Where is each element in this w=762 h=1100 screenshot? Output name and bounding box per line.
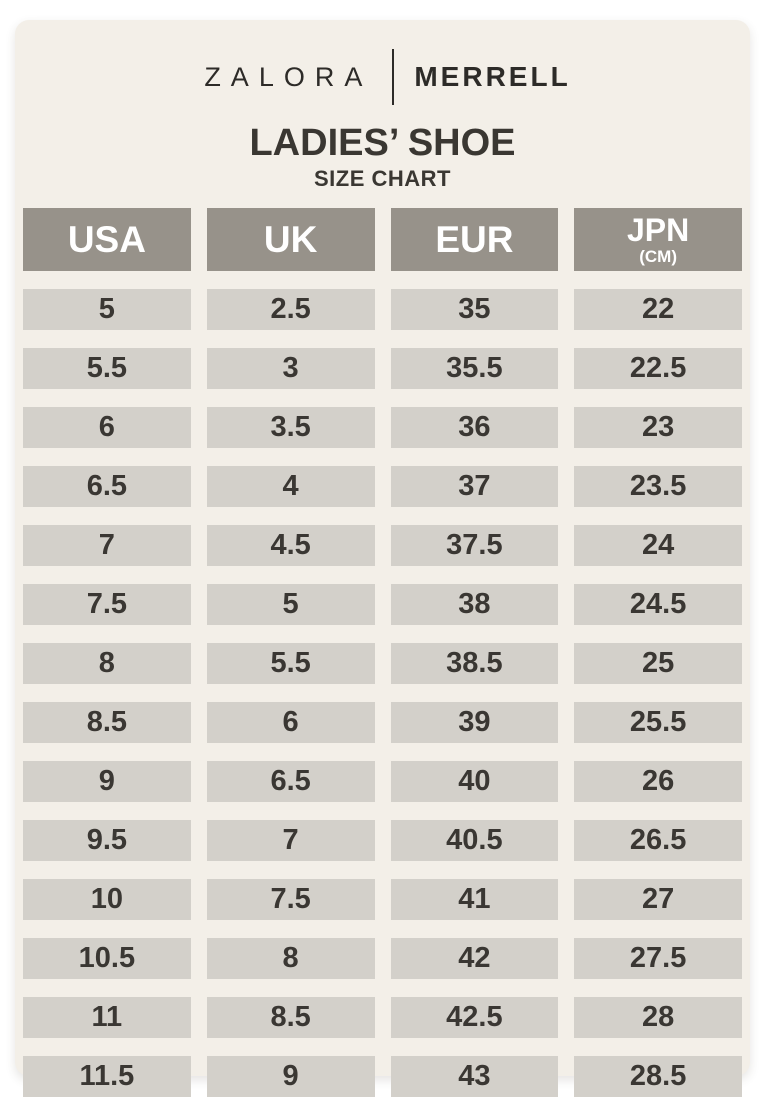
size-cell: 8	[23, 643, 191, 685]
size-cell: 35.5	[390, 348, 559, 390]
size-cell: 37	[390, 466, 559, 508]
size-cell: 38.5	[390, 643, 559, 685]
column-header-label: EUR	[435, 219, 514, 261]
size-cell: 38	[390, 584, 559, 626]
brand-divider	[392, 49, 395, 105]
merrell-logo: MERRELL	[414, 61, 571, 92]
size-cell: 5	[206, 584, 375, 626]
size-cell: 8	[206, 938, 375, 980]
size-cell: 40.5	[390, 820, 559, 862]
size-cell: 36	[390, 407, 559, 449]
size-cell: 7.5	[23, 584, 191, 626]
size-cell: 25.5	[574, 702, 742, 744]
zalora-logo: ZALORA	[204, 61, 373, 92]
size-cell: 6	[206, 702, 375, 744]
column-header-label: USA	[67, 219, 146, 261]
size-cell: 23.5	[574, 466, 742, 508]
size-cell: 42.5	[390, 997, 559, 1039]
size-cell: 24.5	[574, 584, 742, 626]
size-cell: 27.5	[574, 938, 742, 980]
size-cell: 7	[206, 820, 375, 862]
page-title: LADIES’ SHOE	[249, 122, 516, 164]
size-cell: 43	[390, 1056, 559, 1098]
size-cell: 37.5	[390, 525, 559, 567]
size-cell: 8.5	[206, 997, 375, 1039]
size-cell: 7	[23, 525, 191, 567]
size-cell: 39	[390, 702, 559, 744]
size-cell: 4.5	[206, 525, 375, 567]
size-cell: 24	[574, 525, 742, 567]
size-cell: 5.5	[206, 643, 375, 685]
size-cell: 11	[23, 997, 191, 1039]
size-cell: 28	[574, 997, 742, 1039]
column-header-eur: EUR	[390, 208, 559, 272]
size-cell: 6.5	[206, 761, 375, 803]
size-cell: 8.5	[23, 702, 191, 744]
size-cell: 26.5	[574, 820, 742, 862]
size-cell: 35	[390, 289, 559, 331]
brand-lockup: ZALORA MERRELL	[15, 46, 750, 108]
size-grid: USA UK EUR JPN (CM) 5 2.5 35 22 5.5 3 35.5 22.5 6 3.5 3…	[23, 208, 742, 1098]
size-cell: 9.5	[23, 820, 191, 862]
size-cell: 9	[206, 1056, 375, 1098]
size-cell: 3.5	[206, 407, 375, 449]
column-header-usa: USA	[23, 208, 191, 272]
size-cell: 2.5	[206, 289, 375, 331]
size-cell: 5	[23, 289, 191, 331]
size-cell: 22	[574, 289, 742, 331]
size-cell: 22.5	[574, 348, 742, 390]
size-cell: 3	[206, 348, 375, 390]
size-cell: 9	[23, 761, 191, 803]
column-header-label: UK	[263, 219, 318, 261]
size-cell: 41	[390, 879, 559, 921]
size-cell: 6	[23, 407, 191, 449]
column-header-label: JPN	[627, 212, 690, 249]
size-cell: 27	[574, 879, 742, 921]
size-cell: 10	[23, 879, 191, 921]
size-cell: 5.5	[23, 348, 191, 390]
size-cell: 26	[574, 761, 742, 803]
size-chart-card: ZALORA MERRELL LADIES’ SHOE SIZE CHART U…	[15, 20, 750, 1098]
size-cell: 25	[574, 643, 742, 685]
size-cell: 23	[574, 407, 742, 449]
size-cell: 42	[390, 938, 559, 980]
size-cell: 40	[390, 761, 559, 803]
size-cell: 28.5	[574, 1056, 742, 1098]
size-cell: 11.5	[23, 1056, 191, 1098]
column-header-uk: UK	[206, 208, 375, 272]
size-cell: 4	[206, 466, 375, 508]
page-subtitle: SIZE CHART	[314, 165, 451, 191]
size-cell: 10.5	[23, 938, 191, 980]
size-cell: 6.5	[23, 466, 191, 508]
size-cell: 7.5	[206, 879, 375, 921]
column-header-sublabel: (CM)	[639, 247, 677, 267]
column-header-jpn: JPN (CM)	[574, 208, 742, 272]
